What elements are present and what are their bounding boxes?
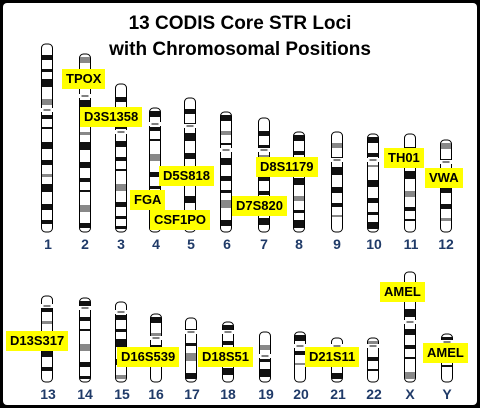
chromosome-19-ideogram (258, 331, 272, 383)
chromosome-label-2: 2 (81, 236, 89, 252)
chromosome-label-21: 21 (330, 386, 346, 402)
chromosome-9-ideogram (330, 131, 344, 233)
locus-label-d16s539: D16S539 (117, 347, 180, 367)
chromosome-label-1: 1 (44, 236, 52, 252)
chromosome-6-ideogram (219, 111, 233, 233)
locus-label-d8s1179: D8S1179 (256, 157, 318, 177)
chromosome-label-11: 11 (403, 236, 419, 252)
locus-label-csf1po: CSF1PO (150, 210, 211, 230)
chromosome-1-ideogram (40, 43, 54, 233)
chromosome-label-6: 6 (223, 236, 231, 252)
title-line-1: 13 CODIS Core STR Loci (128, 13, 352, 34)
chromosome-label-22: 22 (366, 386, 382, 402)
chromosome-22-ideogram (366, 337, 380, 383)
chromosome-label-3: 3 (117, 236, 125, 252)
locus-label-vwa: VWA (425, 168, 463, 188)
chromosome-20-ideogram (293, 331, 307, 383)
chromosome-label-12: 12 (438, 236, 454, 252)
chromosome-label-16: 16 (148, 386, 164, 402)
chromosome-5-ideogram (183, 97, 197, 233)
chromosome-8-ideogram (292, 131, 306, 233)
chromosome-label-15: 15 (114, 386, 130, 402)
chromosome-label-10: 10 (366, 236, 382, 252)
chromosome-label-5: 5 (187, 236, 195, 252)
chromosome-label-13: 13 (40, 386, 56, 402)
locus-label-d7s820: D7S820 (232, 196, 287, 216)
locus-label-tpox: TPOX (62, 69, 106, 89)
chromosome-label-x: X (405, 386, 415, 402)
locus-label-d13s317: D13S317 (6, 331, 69, 351)
chromosome-label-14: 14 (77, 386, 93, 402)
chromosome-label-7: 7 (260, 236, 268, 252)
chromosome-label-18: 18 (220, 386, 236, 402)
title-line-2: with Chromosomal Positions (109, 39, 371, 60)
chromosome-label-20: 20 (293, 386, 309, 402)
locus-label-th01: TH01 (384, 148, 424, 168)
chromosome-15-ideogram (114, 301, 128, 383)
locus-label-d5s818: D5S818 (159, 166, 214, 186)
chromosome-14-ideogram (78, 297, 92, 383)
locus-label-amel-x: AMEL (380, 282, 425, 302)
chromosome-2-ideogram (78, 53, 92, 233)
chromosome-17-ideogram (184, 317, 198, 383)
locus-label-d18s51: D18S51 (198, 347, 253, 367)
chromosome-10-ideogram (366, 133, 380, 233)
chromosome-label-y: Y (442, 386, 452, 402)
chromosome-label-8: 8 (295, 236, 303, 252)
chromosome-label-4: 4 (152, 236, 160, 252)
chromosome-label-9: 9 (333, 236, 341, 252)
locus-label-amel-y: AMEL (423, 343, 468, 363)
chromosome-label-19: 19 (258, 386, 274, 402)
locus-label-d3s1358: D3S1358 (80, 107, 143, 127)
locus-label-d21s11: D21S11 (305, 347, 360, 367)
chromosome-label-17: 17 (184, 386, 200, 402)
locus-label-fga: FGA (130, 190, 166, 210)
